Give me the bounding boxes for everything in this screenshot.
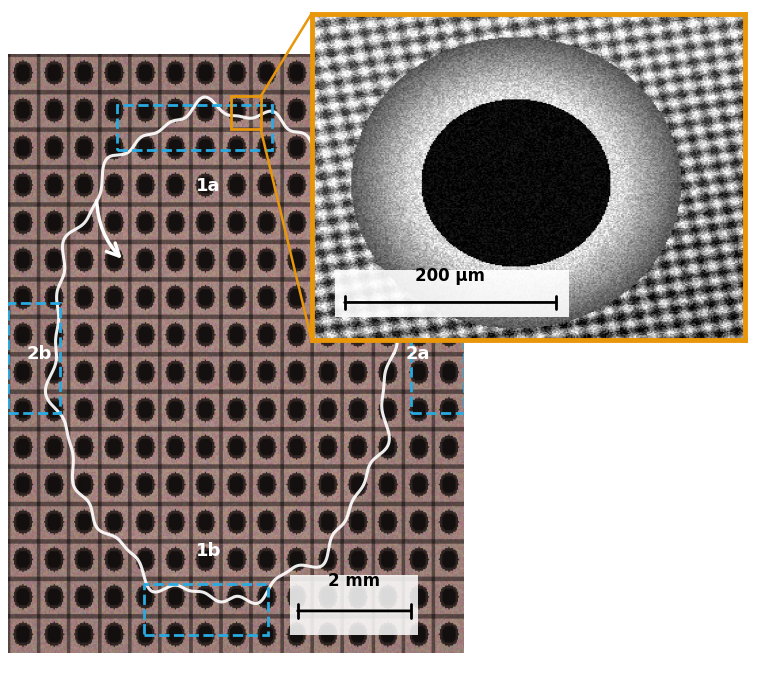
Text: 1a: 1a xyxy=(196,177,220,195)
Text: 1b: 1b xyxy=(195,542,221,560)
Text: 2a: 2a xyxy=(406,345,430,362)
Bar xyxy=(335,270,569,317)
Text: 200 μm: 200 μm xyxy=(415,267,485,284)
Bar xyxy=(117,105,272,150)
Bar xyxy=(411,303,464,413)
Text: 2b: 2b xyxy=(27,345,52,362)
Bar xyxy=(290,575,418,635)
Bar xyxy=(231,97,261,129)
Text: 2 mm: 2 mm xyxy=(328,572,380,590)
Bar xyxy=(8,303,60,413)
Bar xyxy=(144,584,268,635)
